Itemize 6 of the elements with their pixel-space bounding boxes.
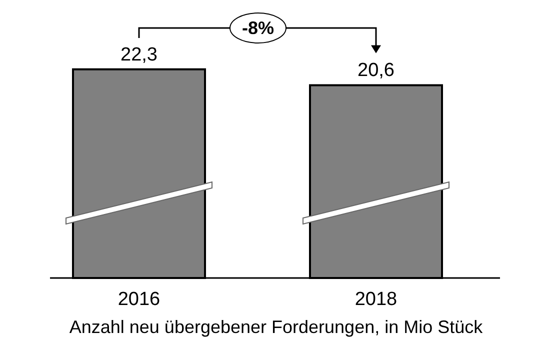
data-label: 20,6 — [358, 60, 394, 82]
data-label: 22,3 — [120, 44, 158, 66]
text: -8% — [242, 18, 274, 38]
x-axis-title: Anzahl neu übergebener Forderungen, in Mio Stück — [69, 317, 484, 337]
x-tick-label: 2018 — [354, 289, 398, 310]
x-tick-label: 2016 — [118, 289, 160, 310]
